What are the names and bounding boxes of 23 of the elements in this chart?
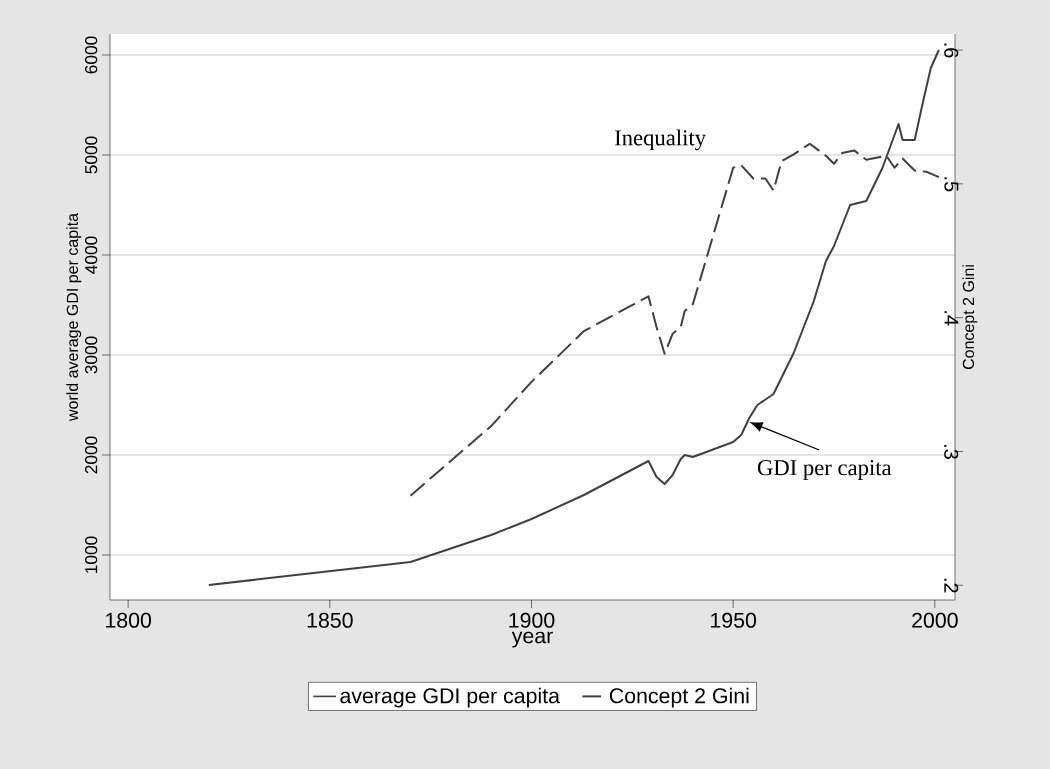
legend-label: average GDI per capita	[340, 687, 560, 708]
y2-axis-title: Concept 2 Gini	[962, 265, 978, 370]
x-tick-label: 2000	[912, 612, 958, 628]
annotation: Inequality	[614, 129, 706, 151]
y-tick-label: 3000	[85, 336, 98, 374]
y-tick-label: 5000	[85, 136, 98, 174]
y-tick-label: 2000	[85, 436, 98, 474]
annotation: GDI per capita	[757, 460, 892, 480]
y2-tick-label: .2	[944, 578, 959, 593]
y-tick-label: 4000	[85, 236, 98, 274]
y2-tick-label: .4	[944, 311, 959, 326]
x-tick-label: 1900	[509, 612, 555, 628]
y2-tick-label: .6	[944, 43, 959, 58]
legend-label: Concept 2 Gini	[609, 687, 749, 708]
x-tick-label: 1850	[307, 612, 353, 628]
x-axis-title: year	[511, 631, 553, 648]
x-tick-label: 1800	[106, 612, 152, 628]
y2-tick-label: .3	[944, 444, 959, 459]
x-tick-label: 1950	[711, 612, 757, 628]
y-axis-title: world average GDI per capita	[66, 213, 82, 422]
y2-tick-label: .5	[944, 177, 959, 192]
y-tick-label: 6000	[85, 36, 98, 74]
y-tick-label: 1000	[85, 536, 98, 573]
